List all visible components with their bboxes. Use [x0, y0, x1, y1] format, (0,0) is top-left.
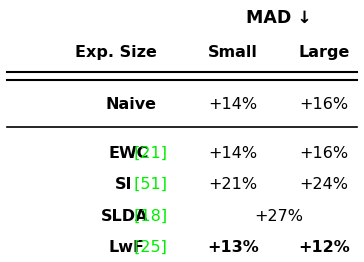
- Text: +12%: +12%: [298, 240, 350, 255]
- Text: [25]: [25]: [129, 240, 167, 255]
- Text: LwF: LwF: [108, 240, 144, 255]
- Text: Naive: Naive: [106, 97, 157, 112]
- Text: Large: Large: [298, 45, 350, 60]
- Text: Exp. Size: Exp. Size: [75, 45, 157, 60]
- Text: +13%: +13%: [207, 240, 259, 255]
- Text: SI: SI: [115, 177, 132, 192]
- Text: MAD ↓: MAD ↓: [246, 9, 311, 27]
- Text: EWC: EWC: [108, 146, 149, 161]
- Text: +14%: +14%: [209, 146, 257, 161]
- Text: +24%: +24%: [300, 177, 348, 192]
- Text: +14%: +14%: [209, 97, 257, 112]
- Text: +21%: +21%: [209, 177, 257, 192]
- Text: Small: Small: [208, 45, 258, 60]
- Text: [21]: [21]: [129, 146, 167, 161]
- Text: +16%: +16%: [300, 97, 348, 112]
- Text: [51]: [51]: [129, 177, 167, 192]
- Text: +27%: +27%: [254, 209, 303, 224]
- Text: +16%: +16%: [300, 146, 348, 161]
- Text: SLDA: SLDA: [101, 209, 149, 224]
- Text: [18]: [18]: [129, 209, 167, 224]
